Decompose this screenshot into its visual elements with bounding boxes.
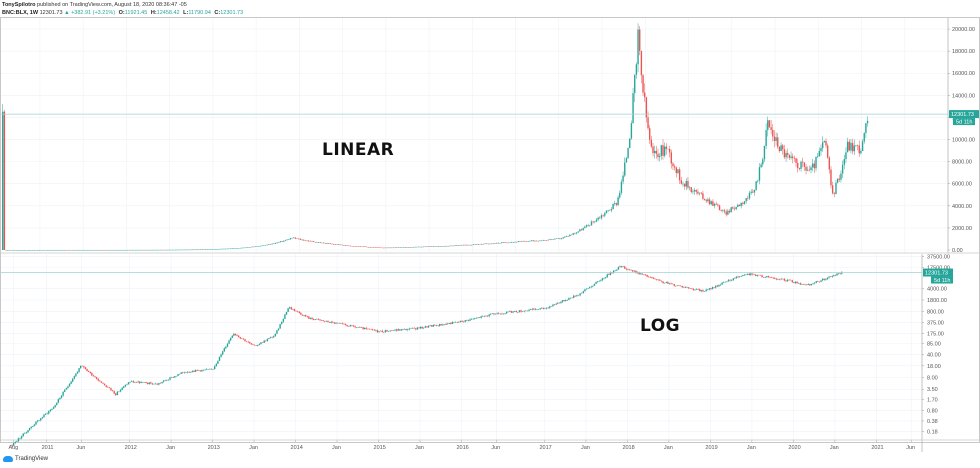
tradingview-cloud-icon [3,456,13,462]
svg-text:5d 11h: 5d 11h [956,120,972,126]
publish-line: TonySpilotro published on TradingView.co… [2,1,243,9]
svg-text:18000.00: 18000.00 [952,49,975,55]
log-candles [11,265,843,447]
linear-grid [1,18,948,253]
svg-text:Jan: Jan [581,445,590,451]
svg-text:Jun: Jun [906,445,915,451]
svg-text:40.00: 40.00 [927,352,941,358]
low-key: L: [183,10,189,16]
published-text: published on TradingView.com, August 18,… [37,2,187,8]
svg-text:10000.00: 10000.00 [952,138,975,144]
chart-header: TonySpilotro published on TradingView.co… [2,1,243,17]
symbol-line: BNC:BLX, 1W 12301.73 ▲ +382.91 (+3.21%) … [2,9,243,17]
svg-text:Jan: Jan [830,445,839,451]
svg-text:800.00: 800.00 [927,310,944,316]
svg-text:2014: 2014 [291,445,303,451]
svg-text:0.80: 0.80 [927,408,938,414]
svg-text:1.70: 1.70 [927,398,938,404]
svg-text:2016: 2016 [457,445,469,451]
svg-text:8.00: 8.00 [927,375,938,381]
linear-last-price-tag: 12301.73 5d 11h [949,110,979,126]
svg-text:6000.00: 6000.00 [952,182,972,188]
tradingview-logo[interactable]: TradingView [3,456,48,462]
svg-text:Jan: Jan [166,445,175,451]
svg-text:Jan: Jan [747,445,756,451]
low-value: 11790.94 [188,10,211,16]
svg-text:2017: 2017 [539,445,551,451]
svg-text:2018: 2018 [622,445,634,451]
svg-text:2015: 2015 [374,445,386,451]
svg-text:1800.00: 1800.00 [927,298,947,304]
svg-text:175.00: 175.00 [927,331,944,337]
author-name[interactable]: TonySpilotro [2,2,36,8]
svg-text:Jun: Jun [491,445,500,451]
svg-text:4000.00: 4000.00 [952,204,972,210]
up-arrow-icon: ▲ [64,10,70,16]
svg-text:Jun: Jun [76,445,85,451]
last-price: 12301.73 [39,10,63,16]
svg-text:12301.73: 12301.73 [951,112,974,118]
svg-text:2012: 2012 [125,445,137,451]
linear-annotation: LINEAR [322,140,395,160]
svg-text:0.00: 0.00 [952,248,963,254]
svg-text:Jan: Jan [415,445,424,451]
svg-text:18.00: 18.00 [927,364,941,370]
price-change: +382.91 (+3.21%) [71,10,116,16]
svg-text:14000.00: 14000.00 [952,93,975,99]
svg-text:3.50: 3.50 [927,387,938,393]
svg-text:4000.00: 4000.00 [927,287,947,293]
svg-text:Jan: Jan [664,445,673,451]
svg-text:0.38: 0.38 [927,419,938,425]
svg-text:8000.00: 8000.00 [952,160,972,166]
svg-text:0.18: 0.18 [927,430,938,436]
linear-candles [2,23,869,251]
svg-text:2020: 2020 [788,445,800,451]
svg-text:5d 11h: 5d 11h [934,278,950,284]
svg-text:12301.73: 12301.73 [925,271,948,277]
open-key: O: [118,10,125,16]
svg-text:17500.00: 17500.00 [927,265,950,271]
close-key: C: [214,10,221,16]
svg-text:85.00: 85.00 [927,342,941,348]
svg-text:375.00: 375.00 [927,320,944,326]
svg-text:2021: 2021 [871,445,883,451]
open-value: 11921.45 [124,10,148,16]
svg-text:2013: 2013 [208,445,220,451]
tradingview-brand: TradingView [15,456,49,462]
close-value: 12301.73 [220,10,244,16]
svg-text:2000.00: 2000.00 [952,226,972,232]
svg-text:2019: 2019 [705,445,717,451]
log-grid [1,254,922,440]
svg-text:Aug: Aug [8,445,18,451]
svg-text:Jan: Jan [332,445,341,451]
high-key: H: [150,10,157,16]
svg-text:37500.00: 37500.00 [927,255,950,261]
svg-text:2011: 2011 [42,445,54,451]
svg-text:20000.00: 20000.00 [952,27,975,33]
high-value: 12458.42 [156,10,180,16]
svg-text:Jan: Jan [249,445,258,451]
svg-text:16000.00: 16000.00 [952,71,975,77]
log-annotation: LOG [640,316,681,336]
symbol-label[interactable]: BNC:BLX, 1W [2,10,39,16]
